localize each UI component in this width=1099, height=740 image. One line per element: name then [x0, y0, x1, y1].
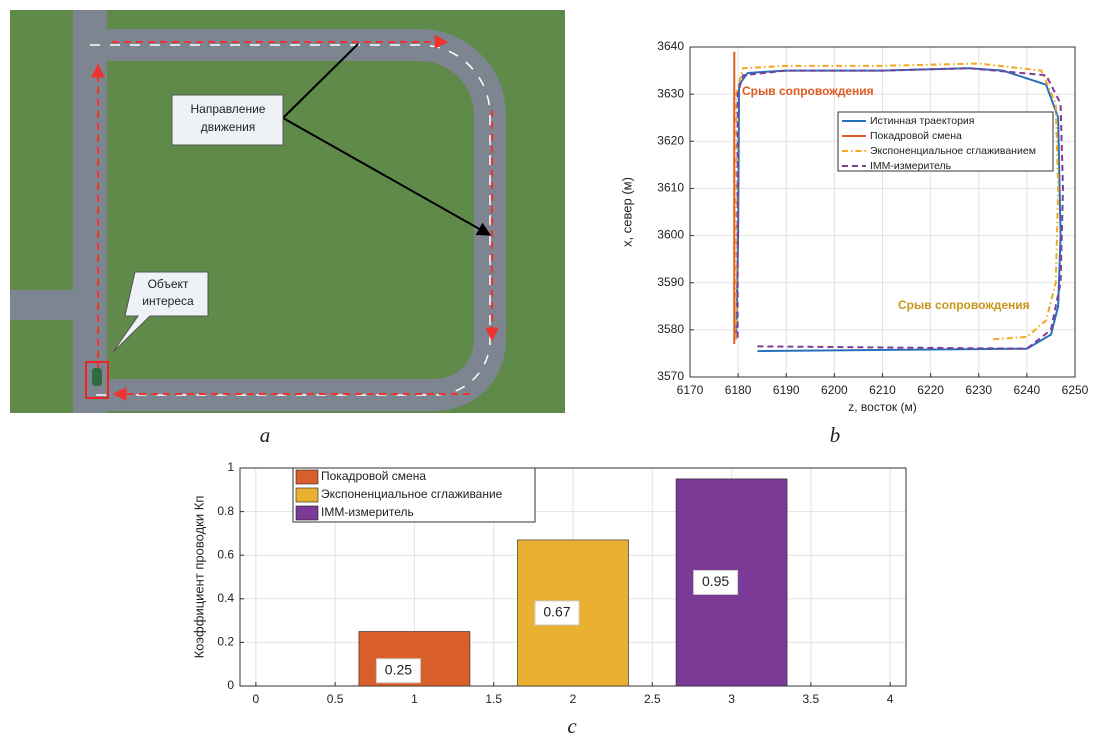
x-tick-label: 0.5 — [327, 692, 344, 706]
x-tick-label: 1.5 — [485, 692, 502, 706]
x-tick-label: 6240 — [1014, 383, 1041, 397]
y-tick-label: 3600 — [657, 228, 684, 242]
page: Направление движения Объект интереса a 6… — [0, 0, 1099, 740]
x-tick-label: 2.5 — [644, 692, 661, 706]
y-tick-label: 0.2 — [217, 635, 234, 649]
y-tick-label: 0 — [227, 678, 234, 692]
value-label: 0.67 — [543, 604, 570, 620]
x-tick-label: 0 — [253, 692, 260, 706]
x-tick-label: 4 — [887, 692, 894, 706]
x-tick-label: 6230 — [965, 383, 992, 397]
legend-label: IMM-измеритель — [321, 505, 414, 519]
y-tick-label: 0.8 — [217, 504, 234, 518]
figure: Направление движения Объект интереса a 6… — [0, 0, 1099, 740]
y-tick-label: 3570 — [657, 369, 684, 383]
x-tick-label: 6210 — [869, 383, 896, 397]
legend-label: IMM-измеритель — [870, 160, 952, 172]
legend-label: Истинная траектория — [870, 115, 974, 127]
y-tick-label: 3580 — [657, 322, 684, 336]
x-tick-label: 1 — [411, 692, 418, 706]
legend-label: Экспоненциальное сглаживанием — [870, 145, 1036, 157]
callout-text: Направление — [191, 102, 266, 116]
x-axis-label: z, восток (м) — [848, 400, 916, 414]
y-tick-label: 3590 — [657, 275, 684, 289]
callout-text: Объект — [148, 277, 189, 291]
x-tick-label: 6200 — [821, 383, 848, 397]
caption: a — [260, 423, 271, 447]
legend-swatch — [296, 470, 318, 484]
y-tick-label: 0.6 — [217, 547, 234, 561]
legend-swatch — [296, 488, 318, 502]
legend-label: Покадровой смена — [321, 469, 426, 483]
callout-text: интереса — [142, 294, 194, 308]
annotation: Срыв сопровождения — [898, 298, 1030, 312]
car — [92, 368, 102, 386]
y-axis-label: x, север (м) — [619, 177, 634, 247]
y-tick-label: 3640 — [657, 39, 684, 53]
x-tick-label: 2 — [570, 692, 577, 706]
x-tick-label: 6180 — [725, 383, 752, 397]
value-label: 0.25 — [385, 661, 412, 677]
x-tick-label: 3 — [728, 692, 735, 706]
legend-label: Покадровой смена — [870, 130, 962, 142]
x-tick-label: 6220 — [917, 383, 944, 397]
y-tick-label: 1 — [227, 460, 234, 474]
y-axis-label: Коэффициент проводки Кп — [191, 496, 206, 659]
y-tick-label: 3620 — [657, 133, 684, 147]
legend-label: Экспоненциальное сглаживание — [321, 487, 503, 501]
caption: b — [830, 423, 841, 447]
legend-swatch — [296, 506, 318, 520]
x-tick-label: 6170 — [677, 383, 704, 397]
callout-text: движения — [201, 120, 256, 134]
annotation: Срыв сопровождения — [742, 84, 874, 98]
value-label: 0.95 — [702, 573, 729, 589]
map-panel: Направление движения Объект интереса — [10, 10, 565, 413]
x-tick-label: 3.5 — [803, 692, 820, 706]
caption: c — [567, 714, 577, 738]
x-tick-label: 6190 — [773, 383, 800, 397]
y-tick-label: 0.4 — [217, 591, 234, 605]
y-tick-label: 3610 — [657, 181, 684, 195]
x-tick-label: 6250 — [1062, 383, 1089, 397]
y-tick-label: 3630 — [657, 86, 684, 100]
